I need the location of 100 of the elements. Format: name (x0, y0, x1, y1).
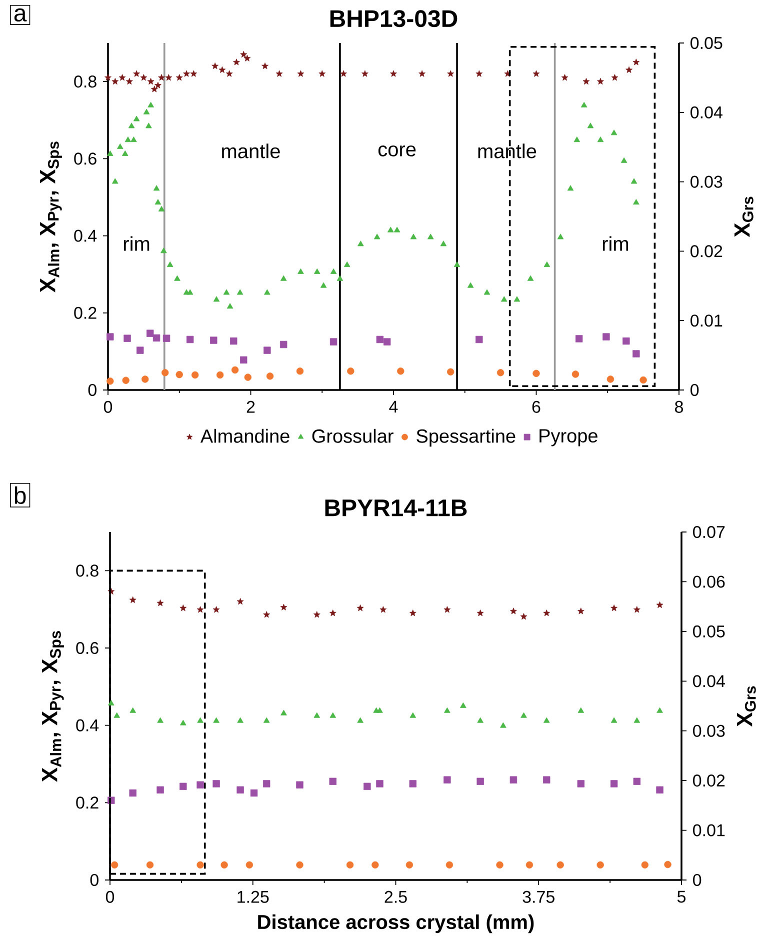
y2-tick-label: 0.05 (690, 36, 722, 50)
point (340, 70, 347, 77)
point (330, 712, 336, 718)
point (264, 289, 270, 295)
point (496, 861, 504, 869)
point (280, 275, 287, 281)
point (240, 356, 248, 364)
point (447, 70, 454, 77)
point (124, 136, 132, 142)
y2-tick-label: 0.01 (693, 824, 725, 836)
point (196, 781, 204, 788)
point (233, 58, 240, 66)
point (186, 289, 194, 295)
y2-tick-label: 0.04 (693, 675, 725, 688)
point (223, 289, 230, 295)
point (532, 70, 540, 77)
chart-title: BPYR14-11B (325, 500, 467, 516)
point (210, 336, 218, 344)
point (582, 78, 590, 85)
point (130, 136, 137, 142)
point (476, 336, 483, 344)
point (212, 62, 218, 70)
point (567, 185, 574, 191)
point (106, 333, 114, 340)
point (226, 303, 234, 309)
legend-label: Spessartine (416, 428, 516, 447)
point (118, 74, 126, 81)
x-tick-label: 5 (677, 890, 686, 903)
point (543, 776, 550, 784)
point (180, 604, 187, 612)
point (296, 781, 304, 788)
point (510, 608, 517, 614)
y-tick-label: 0.6 (74, 152, 96, 165)
point (180, 782, 187, 790)
point (532, 370, 540, 378)
x-tick-label: 2 (246, 400, 255, 413)
point (444, 606, 451, 613)
y2-axis-title: X$_{Grs}$ (736, 686, 756, 727)
y2-tick-label: 0.02 (693, 774, 725, 787)
point (580, 102, 588, 108)
point (543, 717, 550, 723)
point (156, 786, 164, 794)
point (160, 248, 167, 254)
point (477, 717, 484, 723)
point (244, 54, 251, 62)
point (622, 337, 630, 345)
point (440, 240, 447, 246)
point (104, 74, 112, 81)
point (313, 611, 320, 618)
point (110, 861, 118, 869)
point (574, 136, 580, 142)
point (527, 275, 534, 281)
point (336, 275, 344, 281)
point (152, 334, 160, 342)
point (520, 613, 528, 620)
text: b (14, 486, 26, 504)
point (240, 50, 248, 58)
point (520, 712, 527, 718)
point (162, 334, 170, 342)
point (446, 368, 454, 376)
point (146, 330, 154, 337)
point (126, 78, 133, 85)
point (376, 780, 384, 788)
y2-tick-label: 0.06 (693, 576, 725, 588)
point (183, 70, 190, 77)
annotation: mantle (222, 144, 280, 158)
point (394, 226, 400, 232)
point (656, 707, 663, 713)
point (409, 780, 416, 788)
point (236, 786, 244, 794)
point (596, 861, 604, 869)
point (664, 860, 672, 868)
point (213, 296, 220, 302)
point (330, 338, 338, 346)
point (230, 337, 238, 345)
point (263, 611, 270, 618)
point (140, 74, 148, 81)
x-tick-label: 2.5 (384, 890, 407, 903)
point (410, 234, 417, 240)
y-axis-title: X$_{Alm}$, X$_{Pyr}$, X$_{Sps}$ (40, 142, 62, 292)
point (496, 369, 504, 376)
point (236, 289, 244, 295)
point (602, 333, 610, 340)
point (166, 261, 174, 267)
y2-tick-label: 0 (693, 874, 702, 886)
point (358, 240, 364, 246)
point (390, 70, 397, 77)
x-tick-label: 3.75 (522, 890, 554, 903)
point (362, 70, 368, 77)
point (116, 144, 124, 150)
legend-label: Almandine (200, 428, 290, 443)
y-tick-label: 0.2 (74, 306, 96, 319)
point (626, 66, 632, 73)
point (129, 596, 136, 604)
point (246, 861, 254, 869)
point (191, 371, 199, 379)
point (597, 136, 604, 142)
point (154, 199, 162, 205)
point (320, 282, 327, 288)
y-tick-label: 0 (90, 874, 98, 886)
